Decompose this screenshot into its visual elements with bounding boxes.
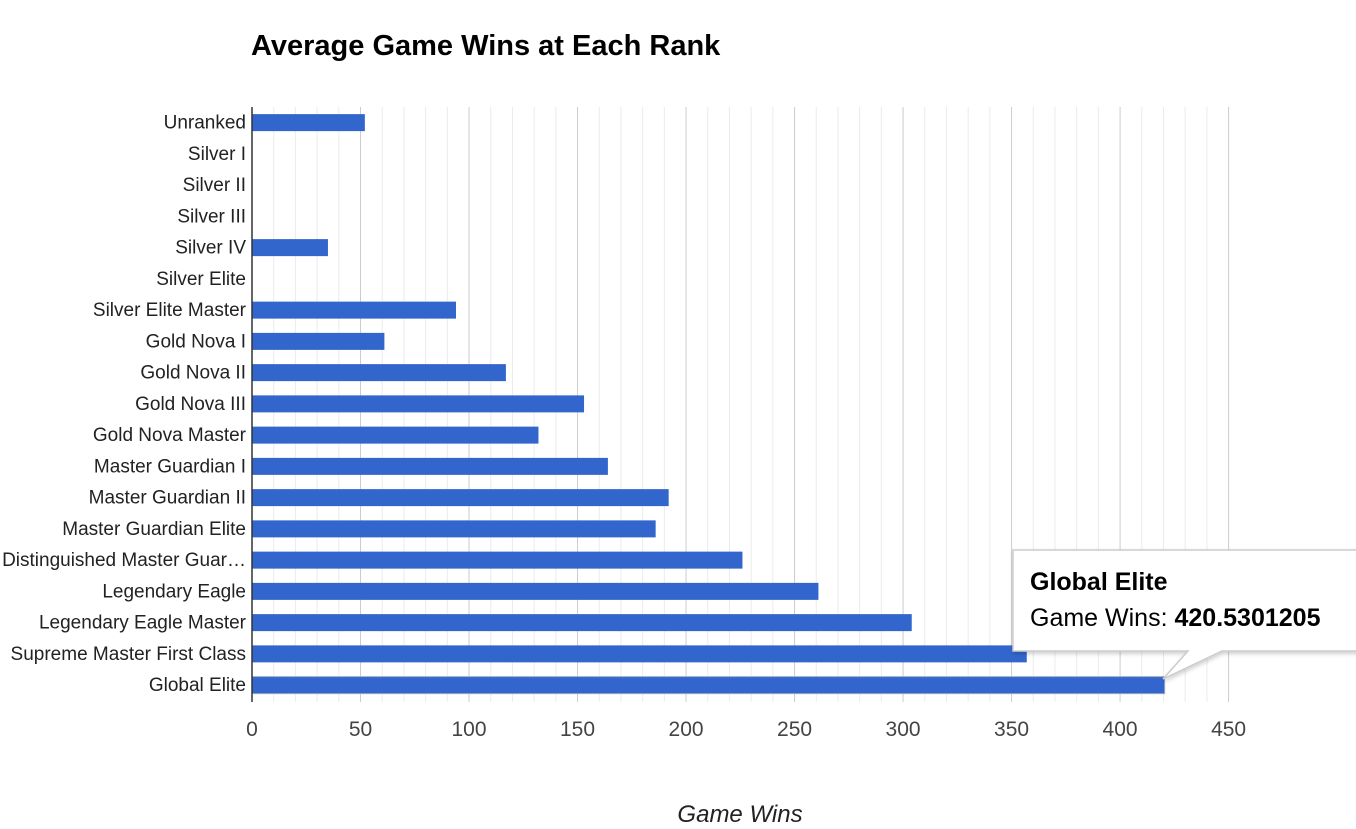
category-label: Master Guardian I xyxy=(94,456,246,477)
bar[interactable] xyxy=(252,239,328,257)
bar[interactable] xyxy=(252,332,385,350)
bar[interactable] xyxy=(252,520,656,538)
x-tick-label: 350 xyxy=(994,718,1029,741)
category-label: Legendary Eagle Master xyxy=(39,613,247,634)
grid-lines xyxy=(273,107,1230,702)
category-label: Silver II xyxy=(183,175,246,196)
x-tick-label: 250 xyxy=(777,718,812,741)
bar[interactable] xyxy=(251,676,1166,695)
x-tick-label: 300 xyxy=(886,718,921,741)
x-tick-label: 450 xyxy=(1211,718,1246,741)
category-label: Master Guardian Elite xyxy=(62,519,246,540)
bar[interactable] xyxy=(252,582,819,600)
category-label: Gold Nova I xyxy=(146,331,246,352)
category-label: Silver III xyxy=(177,206,246,227)
category-label: Gold Nova II xyxy=(140,363,246,384)
bar[interactable] xyxy=(252,301,456,319)
category-label: Legendary Eagle xyxy=(102,581,246,602)
bar[interactable] xyxy=(252,614,912,632)
tooltip-value-line: Game Wins: 420.5301205 xyxy=(1030,604,1321,632)
bar[interactable] xyxy=(252,114,365,132)
x-tick-label: 50 xyxy=(349,718,372,741)
tooltip-value: 420.5301205 xyxy=(1174,604,1320,632)
category-label: Supreme Master First Class xyxy=(11,644,246,665)
category-label: Distinguished Master Guar… xyxy=(2,550,246,571)
chart-title: Average Game Wins at Each Rank xyxy=(251,30,721,62)
bar[interactable] xyxy=(252,551,743,569)
category-labels: Unranked Silver I Silver II Silver III Silve… xyxy=(2,113,247,697)
bar[interactable] xyxy=(252,645,1027,663)
bar[interactable] xyxy=(252,489,669,507)
tooltip-title: Global Elite xyxy=(1030,568,1168,596)
bar[interactable] xyxy=(252,364,506,382)
category-label: Gold Nova III xyxy=(135,394,246,415)
category-label: Global Elite xyxy=(149,675,246,696)
bar[interactable] xyxy=(252,395,585,413)
category-label: Silver Elite Master xyxy=(93,300,247,321)
tooltip-box xyxy=(1012,549,1356,680)
x-tick-label: 400 xyxy=(1103,718,1138,741)
x-axis-ticks: 0 50 100 150 200 250 300 350 400 450 xyxy=(246,718,1246,741)
bars xyxy=(251,114,1166,695)
x-tick-label: 200 xyxy=(669,718,704,741)
x-axis-title: Game Wins xyxy=(677,801,802,828)
category-label: Master Guardian II xyxy=(89,488,246,509)
x-tick-label: 150 xyxy=(560,718,595,741)
x-tick-label: 100 xyxy=(451,718,486,741)
tooltip: Global Elite Game Wins: 420.5301205 xyxy=(1012,549,1356,680)
bar[interactable] xyxy=(252,457,608,475)
category-label: Silver I xyxy=(188,144,246,165)
x-tick-label: 0 xyxy=(246,718,258,741)
bar[interactable] xyxy=(252,426,539,444)
tooltip-label: Game Wins: xyxy=(1030,604,1174,632)
category-label: Silver Elite xyxy=(156,269,246,290)
category-label: Silver IV xyxy=(175,238,246,259)
category-label: Gold Nova Master xyxy=(93,425,247,446)
category-label: Unranked xyxy=(164,113,246,134)
